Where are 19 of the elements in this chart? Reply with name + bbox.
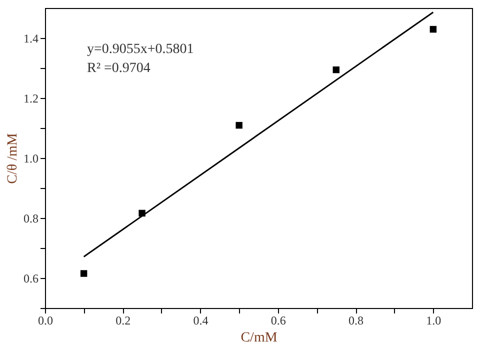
y-tick-label: 1.4: [24, 32, 38, 46]
x-tick-label: 0.0: [38, 314, 53, 328]
y-tick-label: 1.2: [24, 92, 38, 106]
x-tick-label: 0.2: [116, 314, 131, 328]
y-tick-label: 1.0: [24, 152, 38, 166]
x-axis-title: C/mM: [240, 330, 278, 346]
point: [430, 26, 437, 33]
x-tick-label: 0.8: [348, 314, 364, 328]
y-axis-title: C/θ /mM: [6, 132, 20, 184]
point: [80, 270, 88, 277]
annotation: y=0.9055x+0.5801: [87, 42, 194, 57]
x-tick-label: 1.0: [426, 314, 442, 328]
x-tick-label: 0.4: [193, 314, 208, 328]
y-tick-label: 0.6: [24, 272, 38, 286]
point: [332, 66, 340, 74]
point: [236, 122, 242, 129]
annotation: R² =0.9704: [87, 61, 150, 76]
y-tick-label: 0.8: [24, 212, 38, 226]
x-tick-label: 0.6: [270, 314, 286, 328]
